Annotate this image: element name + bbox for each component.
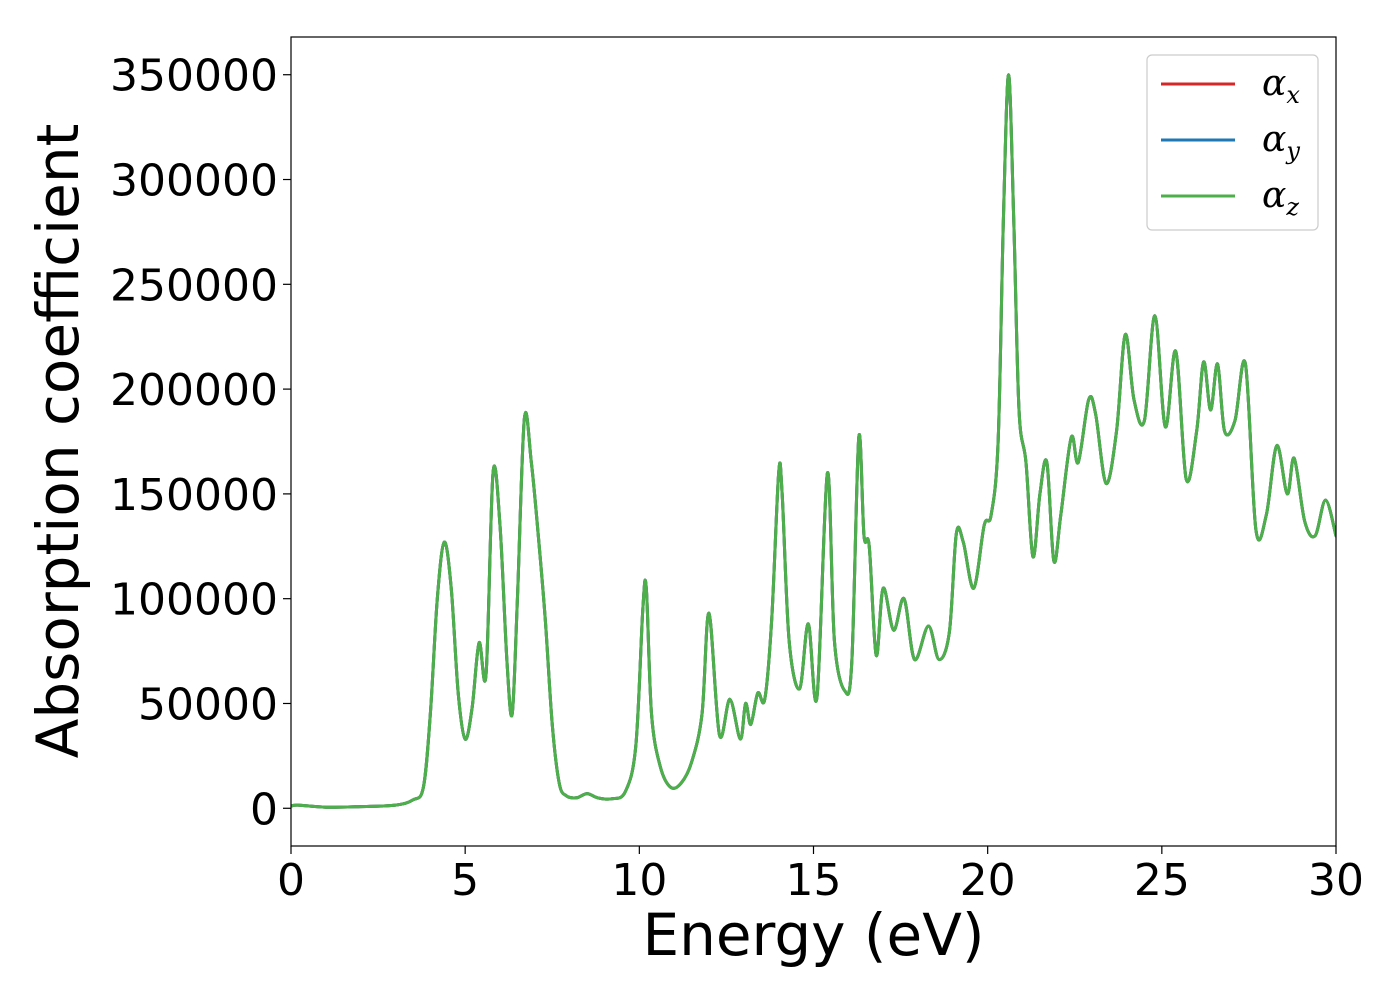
- series-line-alpha-z: [291, 73, 1336, 809]
- x-axis-title: Energy (eV): [642, 901, 984, 969]
- legend-label-alpha-x: αx: [1262, 63, 1300, 109]
- series-layer: [291, 73, 1336, 809]
- legend-label-alpha-z: αz: [1262, 175, 1299, 221]
- y-tick-label: 350000: [110, 51, 278, 102]
- x-tick-label: 30: [1308, 855, 1364, 906]
- y-tick-label: 100000: [110, 575, 278, 626]
- y-axis-title: Absorption coefficient: [24, 124, 92, 759]
- x-tick-label: 15: [786, 855, 842, 906]
- y-axis: 0 50000 100000 150000 200000 250000 300000 3500…: [110, 51, 291, 835]
- x-tick-label: 25: [1134, 855, 1190, 906]
- y-tick-label: 250000: [110, 260, 278, 311]
- y-tick-label: 50000: [138, 679, 278, 730]
- y-tick-label: 200000: [110, 365, 278, 416]
- legend-items: αx αy αz: [1161, 63, 1300, 221]
- y-tick-label: 0: [250, 784, 278, 835]
- y-tick-label: 150000: [110, 470, 278, 521]
- legend-box: [1146, 54, 1319, 231]
- x-axis: 0 5 10 15 20 25 30: [277, 846, 1364, 906]
- legend: αx αy αz: [1146, 54, 1319, 231]
- x-tick-label: 0: [277, 855, 305, 906]
- x-tick-label: 5: [451, 855, 479, 906]
- legend-label-alpha-y: αy: [1262, 119, 1300, 165]
- x-tick-label: 10: [611, 855, 667, 906]
- x-tick-label: 20: [960, 855, 1016, 906]
- y-tick-label: 300000: [110, 156, 278, 207]
